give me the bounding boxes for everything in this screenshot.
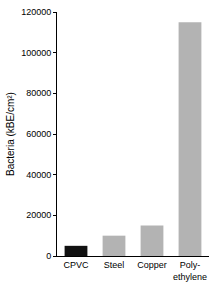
svg-text:Steel: Steel xyxy=(104,260,125,270)
svg-text:100000: 100000 xyxy=(21,48,51,58)
svg-text:40000: 40000 xyxy=(26,170,51,180)
svg-text:80000: 80000 xyxy=(26,88,51,98)
svg-text:0: 0 xyxy=(46,251,51,261)
svg-text:Copper: Copper xyxy=(137,260,167,270)
svg-text:CPVC: CPVC xyxy=(63,260,89,270)
svg-text:120000: 120000 xyxy=(21,7,51,17)
svg-text:Bacteria (kBE/cm²): Bacteria (kBE/cm²) xyxy=(5,92,16,176)
svg-text:60000: 60000 xyxy=(26,129,51,139)
svg-text:Poly-ethylene: Poly-ethylene xyxy=(173,260,207,282)
svg-text:20000: 20000 xyxy=(26,210,51,220)
